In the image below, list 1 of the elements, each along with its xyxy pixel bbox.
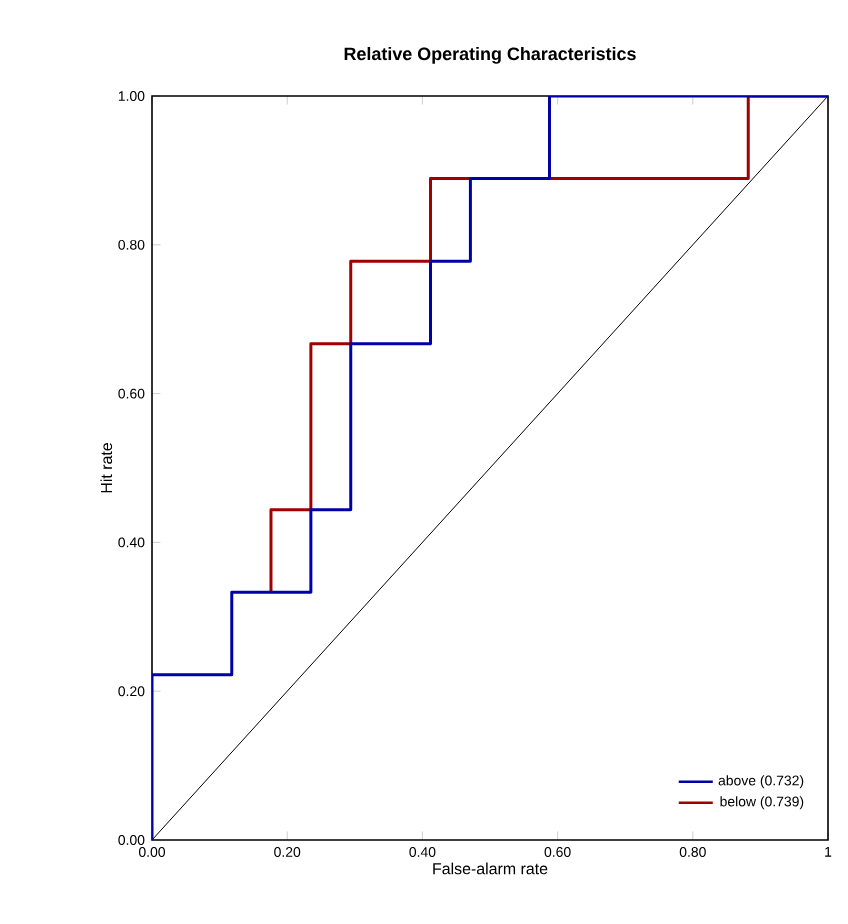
- chart-title: Relative Operating Characteristics: [344, 46, 636, 64]
